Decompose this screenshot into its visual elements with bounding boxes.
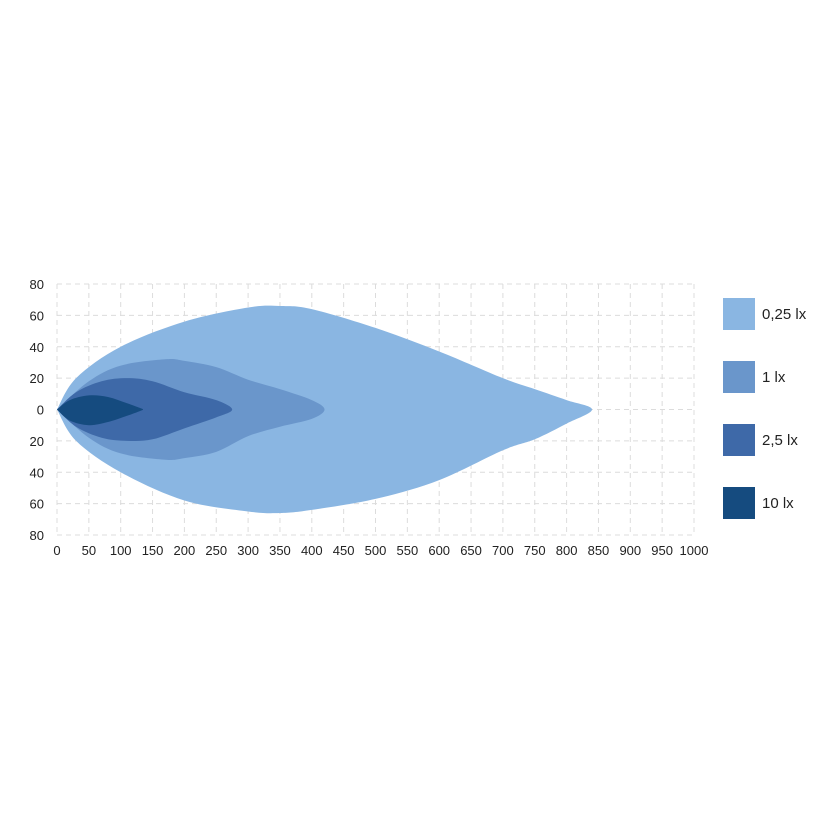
x-tick-label: 700 xyxy=(492,543,514,558)
isolux-area-3 xyxy=(57,395,143,426)
y-tick-label: 40 xyxy=(30,340,44,355)
y-axis: 80 60 40 20 0 20 40 60 80 xyxy=(30,277,44,543)
x-tick-label: 650 xyxy=(460,543,482,558)
isolux-area-0 xyxy=(57,305,593,514)
y-tick-label: 20 xyxy=(30,371,44,386)
y-tick-label: 80 xyxy=(30,528,44,543)
x-tick-label: 550 xyxy=(396,543,418,558)
x-tick-label: 400 xyxy=(301,543,323,558)
x-tick-label: 800 xyxy=(556,543,578,558)
y-tick-label: 20 xyxy=(30,434,44,449)
x-tick-label: 950 xyxy=(651,543,673,558)
x-tick-label: 600 xyxy=(428,543,450,558)
y-tick-label: 60 xyxy=(30,497,44,512)
legend-swatch xyxy=(723,361,755,393)
x-tick-label: 200 xyxy=(174,543,196,558)
legend-swatch xyxy=(723,298,755,330)
legend-label: 1 lx xyxy=(762,369,786,386)
x-tick-label: 750 xyxy=(524,543,546,558)
plot-area xyxy=(57,305,593,514)
legend-label: 0,25 lx xyxy=(762,306,807,323)
x-tick-label: 0 xyxy=(53,543,60,558)
x-tick-label: 1000 xyxy=(680,543,709,558)
x-axis: 0 50 100 150 200 250 300 350 400 450 500 550 600 650 7… xyxy=(53,543,708,558)
y-tick-label: 80 xyxy=(30,277,44,292)
x-tick-label: 500 xyxy=(365,543,387,558)
legend-swatch xyxy=(723,424,755,456)
x-tick-label: 850 xyxy=(588,543,610,558)
x-tick-label: 250 xyxy=(205,543,227,558)
x-tick-label: 150 xyxy=(142,543,164,558)
x-tick-label: 900 xyxy=(619,543,641,558)
x-tick-label: 350 xyxy=(269,543,291,558)
y-tick-label: 40 xyxy=(30,465,44,480)
x-tick-label: 450 xyxy=(333,543,355,558)
legend-label: 2,5 lx xyxy=(762,432,798,449)
isolux-area-2 xyxy=(57,378,233,442)
y-tick-label: 60 xyxy=(30,308,44,323)
legend-label: 10 lx xyxy=(762,495,794,512)
x-tick-label: 50 xyxy=(82,543,96,558)
y-tick-label: 0 xyxy=(37,403,44,418)
x-tick-label: 300 xyxy=(237,543,259,558)
legend: 0,25 lx 1 lx 2,5 lx 10 lx xyxy=(723,298,807,519)
legend-swatch xyxy=(723,487,755,519)
x-tick-label: 100 xyxy=(110,543,132,558)
